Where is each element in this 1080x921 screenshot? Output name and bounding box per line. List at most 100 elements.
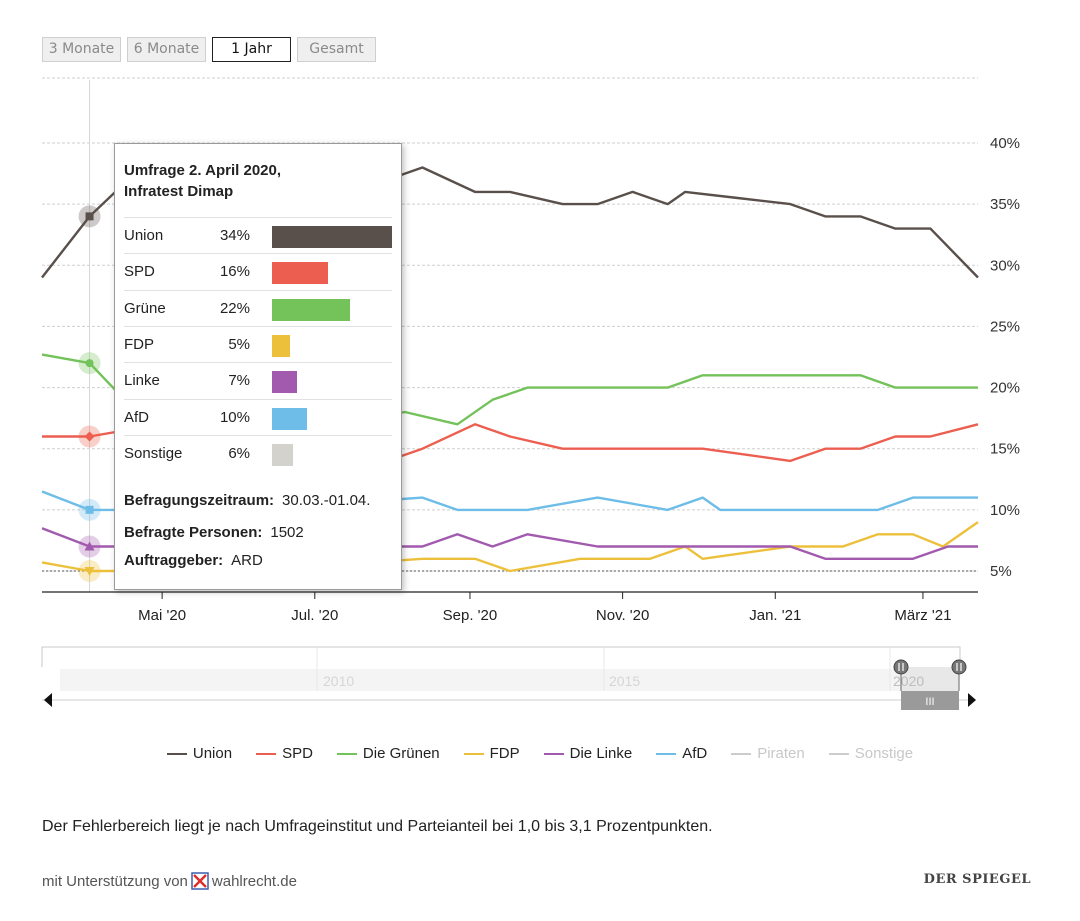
legend-swatch [463,752,484,755]
legend-swatch [256,752,277,755]
poll-tooltip: Umfrage 2. April 2020, Infratest Dimap U… [114,143,402,590]
tooltip-party-name: Union [124,227,164,244]
legend-label: Sonstige [854,745,914,762]
legend-swatch [336,752,357,755]
range-1-year-button[interactable]: 1 Jahr [212,37,291,62]
tooltip-title: Umfrage 2. April 2020, Infratest Dimap [124,160,394,202]
navigator-right-handle[interactable] [951,659,967,691]
tooltip-party-pct: 16% [219,263,250,281]
client-label: Auftraggeber: [124,552,224,569]
tooltip-party-name: FDP [124,335,154,353]
y-tick-label: 5% [990,563,1012,580]
tooltip-party-pct: 10% [219,408,250,426]
survey-period-value: 30.03.-01.04. [282,492,371,509]
legend-swatch [166,752,187,755]
x-tick-label: Nov. '20 [596,607,649,624]
x-tick-label: Sep. '20 [443,607,498,624]
tooltip-title-line1: Umfrage 2. April 2020, [124,162,282,179]
tooltip-party-name: Linke [124,372,160,390]
y-tick-label: 30% [990,257,1020,274]
range-3-months-button[interactable]: 3 Monate [42,37,121,62]
wahlrecht-logo-icon [191,872,209,890]
y-tick-label: 20% [990,380,1020,397]
scroll-left-arrow-icon[interactable] [44,693,52,707]
wahlrecht-link[interactable]: wahlrecht.de [211,872,297,890]
legend-item-afd[interactable]: AfD [656,745,707,762]
tooltip-party-name: Sonstige [124,444,183,462]
navigator-left-handle[interactable] [893,659,909,691]
navigator-scroll-thumb[interactable] [901,691,959,710]
hover-marker-point [85,212,94,221]
hover-marker-point [84,567,95,576]
navigator-year-2010: 2010 [323,673,354,689]
tooltip-title-line2: Infratest Dimap [124,183,234,200]
y-tick-label: 10% [990,502,1020,519]
legend-label: Die Grünen [362,745,440,762]
tooltip-row-grüne: Grüne 22% [124,289,392,327]
spiegel-logo: DER SPIEGEL [923,872,1031,887]
tooltip-party-pct: 5% [228,335,250,353]
x-tick-label: Jan. '21 [749,607,801,624]
hover-marker-point [84,541,95,551]
legend-swatch [656,752,677,755]
tooltip-party-pct: 22% [219,299,250,317]
tooltip-party-bar [272,298,350,321]
legend-label: FDP [489,745,520,762]
navigator-track[interactable] [60,669,957,691]
legend-swatch [731,752,752,755]
time-navigator[interactable]: 2010 2015 2020 III [41,646,976,710]
navigator-year-2020: 2020 [893,673,924,689]
tooltip-row-linke: Linke 7% [124,362,392,399]
y-tick-label: 15% [990,441,1020,458]
tooltip-party-bar [272,443,294,466]
tooltip-party-bar [272,262,329,285]
tooltip-party-name: AfD [124,408,150,426]
legend-item-fdp[interactable]: FDP [463,745,520,762]
y-tick-label: 35% [990,196,1020,213]
navigator-selection[interactable] [901,667,959,691]
tooltip-client: Auftraggeber: ARD [124,551,263,571]
tooltip-party-pct: 6% [228,444,250,462]
credit-prefix: mit Unterstützung von [42,872,188,890]
tooltip-row-fdp: FDP 5% [124,325,392,363]
error-margin-note: Der Fehlerbereich liegt je nach Umfragei… [42,818,713,835]
scroll-thumb-grip: III [925,696,934,708]
legend-item-piraten[interactable]: Piraten [731,745,805,762]
range-button-group: 3 Monate 6 Monate 1 Jahr Gesamt [42,37,376,62]
legend-swatch [828,752,849,755]
tooltip-party-name: Grüne [124,299,166,317]
tooltip-survey-period: Befragungszeitraum: 30.03.-01.04. [124,491,370,511]
legend-item-spd[interactable]: SPD [256,745,313,762]
data-credit: mit Unterstützung von wahlrecht.de [42,872,297,890]
y-axis-ticks: 40% 35% 30% 25% 20% 15% 10% 5% [990,135,1020,580]
x-tick-label: März '21 [894,607,951,624]
tooltip-row-spd: SPD 16% [124,253,392,290]
y-tick-label: 40% [990,135,1020,152]
navigator-year-2015: 2015 [609,673,640,689]
tooltip-party-pct: 34% [219,227,250,244]
respondents-label: Befragte Personen: [124,524,263,541]
legend-label: Piraten [757,745,805,762]
range-all-button[interactable]: Gesamt [297,37,376,62]
range-6-months-button[interactable]: 6 Monate [127,37,206,62]
legend-label: Die Linke [569,745,633,762]
respondents-value: 1502 [270,524,304,541]
tooltip-row-afd: AfD 10% [124,398,392,436]
legend-label: AfD [682,745,708,762]
x-tick-label: Mai '20 [138,607,186,624]
y-tick-label: 25% [990,318,1020,335]
survey-period-label: Befragungszeitraum: [124,492,275,509]
legend-item-die-linke[interactable]: Die Linke [543,745,633,762]
x-axis: Mai '20 Jul. '20 Sep. '20 Nov. '20 Jan. '21 M… [42,591,978,624]
tooltip-respondents: Befragte Personen: 1502 [124,523,304,543]
hover-marker-point [85,505,94,514]
tooltip-row-sonstige: Sonstige 6% [124,434,392,472]
legend-item-die-gr-nen[interactable]: Die Grünen [336,745,440,762]
scroll-right-arrow-icon[interactable] [968,693,976,707]
legend-item-sonstige[interactable]: Sonstige [828,745,914,762]
legend-item-union[interactable]: Union [166,745,232,762]
x-tick-label: Jul. '20 [291,607,338,624]
tooltip-party-name: SPD [124,263,155,281]
tooltip-party-bar [272,334,290,357]
tooltip-row-union: Union 34% [124,217,392,254]
